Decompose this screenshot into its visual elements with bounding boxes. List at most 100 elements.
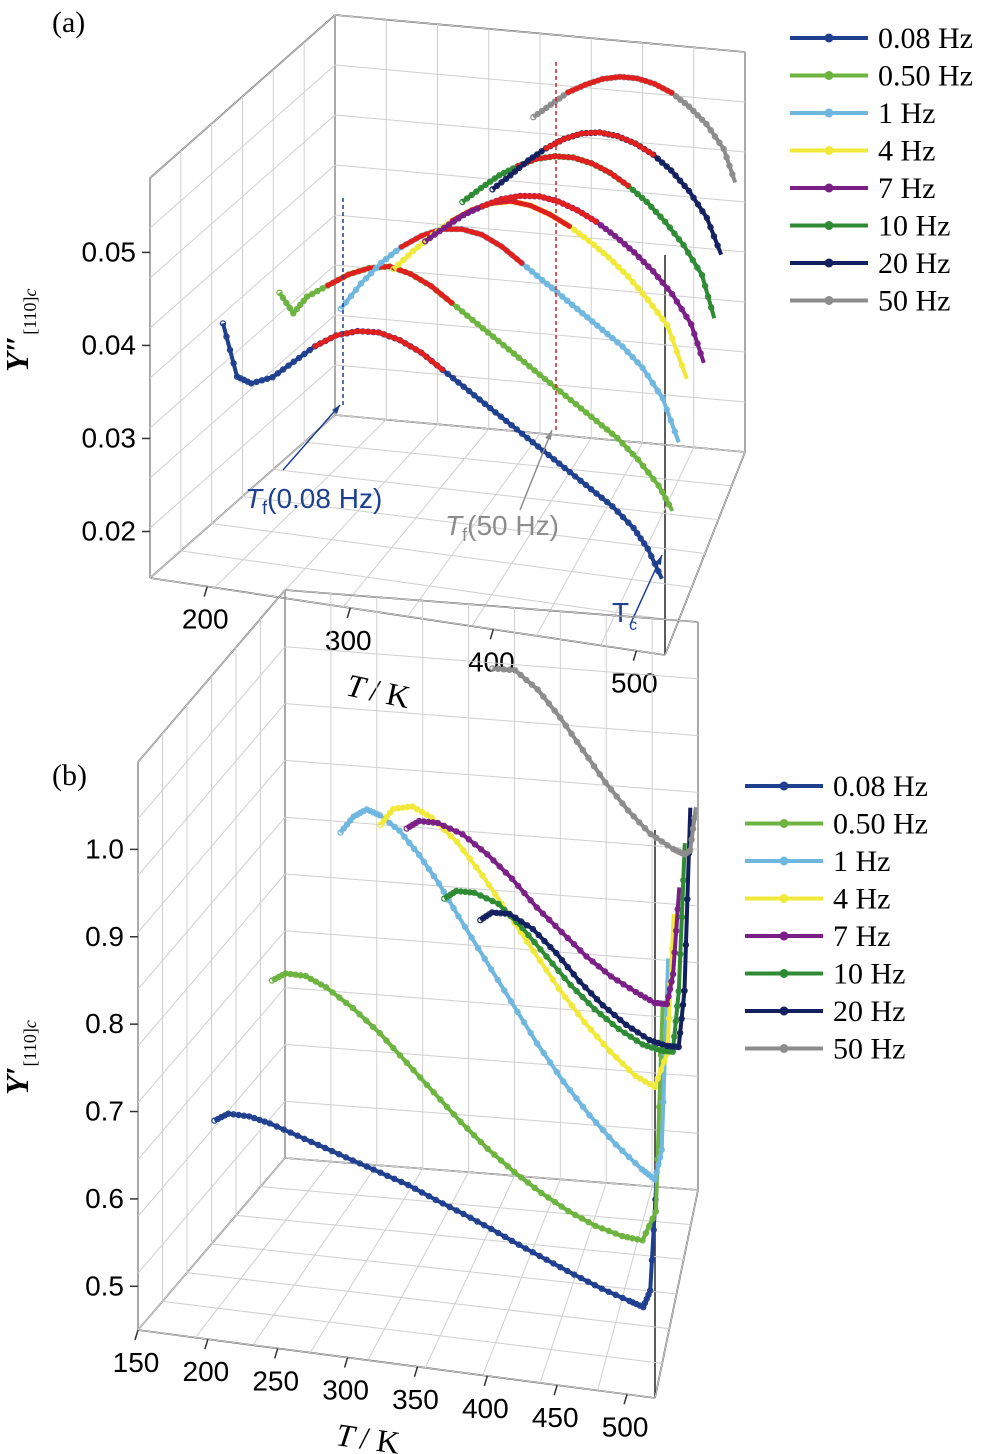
data-point (560, 1078, 567, 1085)
data-point (491, 1151, 498, 1158)
data-point (716, 139, 723, 146)
data-point (488, 1225, 495, 1233)
data-point (629, 279, 637, 286)
data-point (221, 1112, 229, 1119)
data-point (615, 1025, 622, 1033)
data-point (548, 285, 556, 292)
data-point (596, 771, 604, 778)
data-point (581, 233, 588, 241)
data-point (681, 182, 688, 189)
data-point (620, 981, 627, 988)
data-point (620, 268, 627, 275)
svg-text:Tf(50 Hz): Tf(50 Hz) (445, 510, 559, 545)
data-point (671, 428, 679, 435)
panel-a-x-axis-title: T/ K (344, 667, 414, 715)
data-point (551, 1198, 559, 1206)
annotation-tf-low: Tf(0.08 Hz) (245, 195, 382, 518)
data-point (527, 897, 534, 904)
data-point (511, 168, 519, 175)
data-point (457, 1118, 464, 1126)
data-point (496, 863, 503, 870)
legend-item: 7 Hz (745, 920, 890, 953)
data-point (637, 535, 644, 542)
floor-grid-line (242, 496, 706, 554)
data-point (549, 976, 556, 983)
data-point (609, 334, 616, 342)
data-point (423, 811, 430, 818)
data-point (489, 186, 496, 193)
data-point (571, 1271, 578, 1278)
x-tick-mark (346, 607, 351, 619)
data-point (400, 256, 407, 264)
legend-label: 0.50 Hz (878, 60, 973, 93)
panel-a-y-axis-title: Y″[110]c (0, 288, 40, 372)
data-point (698, 271, 706, 279)
legend-marker (824, 33, 834, 43)
data-point (565, 1207, 572, 1215)
data-point (547, 101, 554, 108)
data-point (513, 426, 521, 433)
data-point (522, 1245, 529, 1252)
data-point (655, 568, 662, 575)
data-point (293, 305, 300, 313)
data-point (521, 889, 528, 897)
data-point (666, 224, 674, 231)
data-point (528, 268, 536, 275)
data-point (437, 1096, 444, 1103)
data-point (640, 258, 647, 265)
data-point (570, 941, 578, 948)
data-point (518, 918, 525, 925)
data-point (610, 258, 617, 266)
data-point (528, 681, 536, 688)
floor-grid-line (304, 441, 732, 487)
data-point (585, 754, 592, 762)
data-point (514, 1008, 521, 1015)
data-point (665, 993, 672, 1000)
data-point (308, 1138, 315, 1146)
data-point (714, 242, 721, 249)
data-point (481, 1221, 488, 1229)
data-point (543, 1256, 550, 1263)
data-point (529, 439, 536, 446)
fit-curve (543, 129, 656, 158)
data-point (450, 1111, 458, 1118)
panel-b-x-axis-title: T/ K (334, 1416, 402, 1454)
data-point (667, 417, 675, 424)
data-point (612, 1141, 620, 1148)
data-point (393, 247, 400, 255)
data-point (572, 401, 580, 408)
data-point (484, 329, 492, 336)
back-wall-grid-line (284, 987, 699, 1021)
data-point (588, 990, 595, 997)
legend-label: 7 Hz (833, 920, 890, 953)
data-point (636, 819, 643, 826)
data-point (619, 513, 627, 521)
data-point (521, 358, 528, 366)
data-point (664, 285, 671, 292)
data-point (572, 473, 579, 480)
floor-grid-line (137, 1329, 656, 1399)
data-point (606, 1048, 614, 1055)
data-point (543, 953, 550, 960)
data-point (644, 296, 651, 303)
data-point (658, 1146, 665, 1154)
data-point (606, 1133, 613, 1141)
data-point (541, 937, 548, 945)
data-point (460, 847, 467, 854)
data-point (634, 359, 641, 366)
data-point (384, 1172, 391, 1180)
data-point (672, 172, 679, 179)
data-point (708, 304, 715, 311)
legend-label: 0.50 Hz (833, 808, 928, 841)
data-point (550, 1260, 557, 1267)
data-point (520, 160, 528, 168)
data-point (560, 92, 567, 99)
data-point (652, 1208, 660, 1215)
data-point (619, 440, 626, 447)
data-point (602, 225, 609, 233)
legend-marker (779, 819, 789, 828)
data-point (445, 221, 453, 228)
data-point (486, 178, 494, 185)
data-point (366, 807, 374, 815)
data-point (474, 320, 481, 328)
